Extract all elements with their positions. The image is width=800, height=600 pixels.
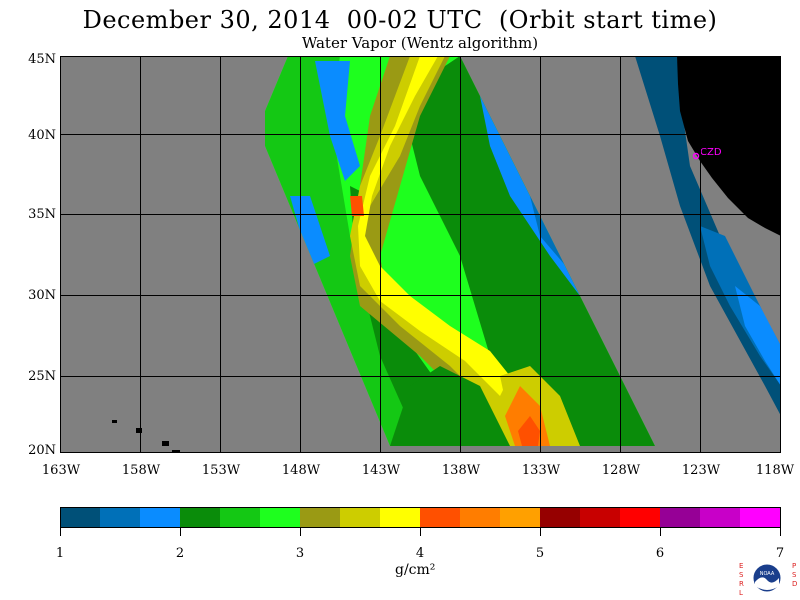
colorbar-ticks xyxy=(60,528,781,536)
lat-label-30n: 30N xyxy=(28,288,56,303)
colorbar-swatch xyxy=(460,507,501,528)
lat-label-40n: 40N xyxy=(28,128,56,143)
colorbar-swatch xyxy=(260,507,301,528)
lat-label-35n: 35N xyxy=(28,207,56,222)
colorbar-swatch xyxy=(300,507,341,528)
page-title: December 30, 2014 00-02 UTC (Orbit start… xyxy=(82,6,718,34)
graticule xyxy=(60,56,781,453)
lon-label-143w: 143W xyxy=(361,463,401,478)
colorbar-swatch xyxy=(60,507,101,528)
colorbar-label-5: 5 xyxy=(535,546,545,561)
lon-label-153w: 153W xyxy=(201,463,241,478)
colorbar xyxy=(60,507,781,536)
colorbar-swatch xyxy=(420,507,461,528)
lat-label-20n: 20N xyxy=(28,443,56,458)
lat-label-45n: 45N xyxy=(28,52,56,67)
station-label: CZD xyxy=(700,147,722,158)
colorbar-swatch xyxy=(540,507,581,528)
colorbar-label-7: 7 xyxy=(775,546,785,561)
noaa-emblem-wave xyxy=(755,577,779,590)
colorbar-swatch xyxy=(140,507,181,528)
lon-label-133w: 133W xyxy=(521,463,561,478)
colorbar-swatch xyxy=(340,507,381,528)
colorbar-unit-label: g/cm² xyxy=(395,562,436,578)
lon-label-123w: 123W xyxy=(681,463,721,478)
colorbar-label-3: 3 xyxy=(295,546,305,561)
colorbar-label-1: 1 xyxy=(55,546,65,561)
lon-label-118w: 118W xyxy=(755,463,795,478)
colorbar-swatch xyxy=(500,507,541,528)
lat-label-25n: 25N xyxy=(28,369,56,384)
colorbar-label-4: 4 xyxy=(415,546,425,561)
colorbar-swatch xyxy=(740,507,781,528)
map-border xyxy=(60,56,781,453)
lon-label-128w: 128W xyxy=(601,463,641,478)
colorbar-border xyxy=(60,507,781,528)
colorbar-swatch xyxy=(180,507,221,528)
colorbar-swatch xyxy=(660,507,701,528)
station-czd-marker: CZD xyxy=(692,147,722,160)
colorbar-swatch xyxy=(220,507,261,528)
colorbar-label-2: 2 xyxy=(175,546,185,561)
colorbar-swatch xyxy=(380,507,421,528)
page-subtitle: Water Vapor (Wentz algorithm) xyxy=(301,34,539,52)
colorbar-swatch xyxy=(700,507,741,528)
noaa-emblem-text: NOAA xyxy=(760,571,775,577)
colorbar-swatch xyxy=(580,507,621,528)
lon-label-158w: 158W xyxy=(121,463,161,478)
hawaii-islands xyxy=(112,420,180,453)
lon-label-138w: 138W xyxy=(441,463,481,478)
colorbar-swatch xyxy=(620,507,661,528)
colorbar-swatch xyxy=(100,507,141,528)
colorbar-swatches xyxy=(60,507,781,528)
water-vapor-map: CZD xyxy=(60,56,781,453)
coastal-swath xyxy=(635,56,781,416)
lon-label-163w: 163W xyxy=(41,463,81,478)
north-america-landmass xyxy=(677,56,781,236)
lon-label-148w: 148W xyxy=(281,463,321,478)
colorbar-label-6: 6 xyxy=(655,546,665,561)
